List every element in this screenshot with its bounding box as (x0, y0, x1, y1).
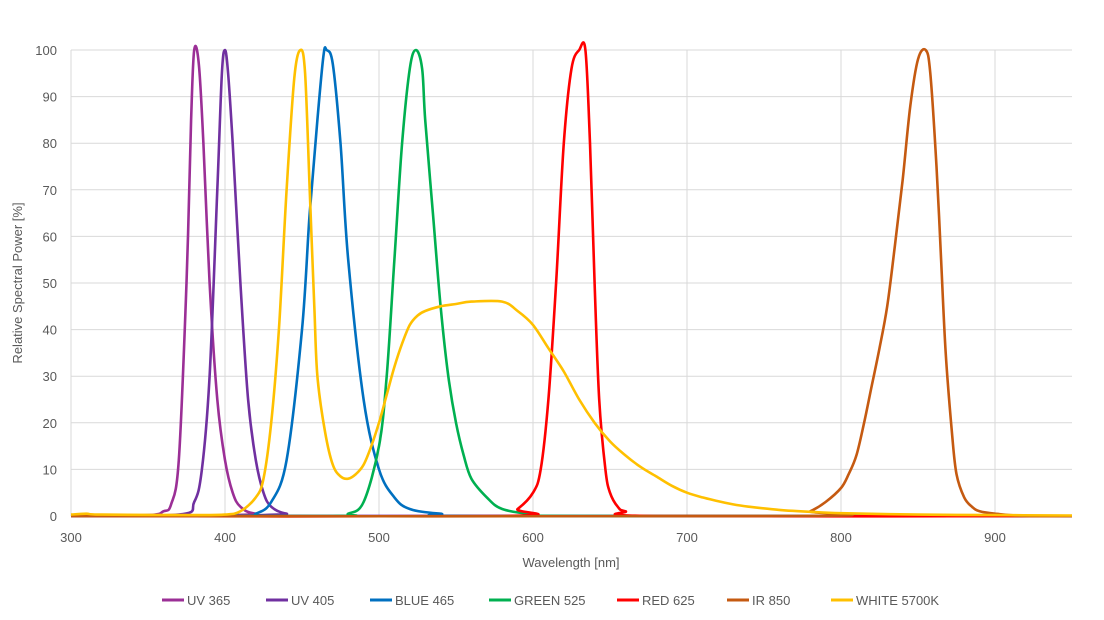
y-tick-label: 90 (43, 90, 57, 105)
series-line-red-625 (70, 41, 1073, 518)
y-axis-label: Relative Spectral Power [%] (10, 202, 25, 363)
x-tick-label: 800 (830, 530, 852, 545)
legend-item[interactable]: UV 365 (162, 593, 230, 608)
y-tick-label: 10 (43, 462, 57, 477)
legend-label: GREEN 525 (514, 593, 586, 608)
legend-item[interactable]: BLUE 465 (370, 593, 454, 608)
legend-item[interactable]: GREEN 525 (489, 593, 586, 608)
series-lines (70, 41, 1073, 518)
y-tick-label: 40 (43, 323, 57, 338)
legend-item[interactable]: IR 850 (727, 593, 790, 608)
x-tick-label: 400 (214, 530, 236, 545)
legend-item[interactable]: UV 405 (266, 593, 334, 608)
legend-label: UV 365 (187, 593, 230, 608)
x-tick-label: 300 (60, 530, 82, 545)
x-tick-label: 900 (984, 530, 1006, 545)
legend-label: BLUE 465 (395, 593, 454, 608)
legend: UV 365 UV 405 BLUE 465 GREEN 525 RED 625 IR 8… (162, 593, 939, 608)
y-tick-label: 50 (43, 276, 57, 291)
y-tick-label: 100 (35, 43, 57, 58)
legend-label: WHITE 5700K (856, 593, 939, 608)
x-tick-label: 500 (368, 530, 390, 545)
y-axis-ticks: 0 10 20 30 40 50 60 70 80 90 100 (35, 43, 57, 524)
series-line-blue-465 (70, 46, 1073, 518)
x-axis-label: Wavelength [nm] (522, 555, 619, 570)
x-tick-label: 700 (676, 530, 698, 545)
legend-item[interactable]: RED 625 (617, 593, 695, 608)
y-tick-label: 0 (50, 509, 57, 524)
y-tick-label: 70 (43, 183, 57, 198)
legend-label: UV 405 (291, 593, 334, 608)
series-line-ir-850 (70, 47, 1073, 518)
series-line-green-525 (70, 48, 1073, 518)
y-tick-label: 20 (43, 416, 57, 431)
legend-label: IR 850 (752, 593, 790, 608)
y-tick-label: 60 (43, 229, 57, 244)
x-axis-ticks: 300 400 500 600 700 800 900 (60, 530, 1006, 545)
legend-label: RED 625 (642, 593, 695, 608)
series-line-white-5700k (70, 48, 1073, 517)
y-tick-label: 30 (43, 369, 57, 384)
y-tick-label: 80 (43, 136, 57, 151)
legend-item[interactable]: WHITE 5700K (831, 593, 939, 608)
x-tick-label: 600 (522, 530, 544, 545)
